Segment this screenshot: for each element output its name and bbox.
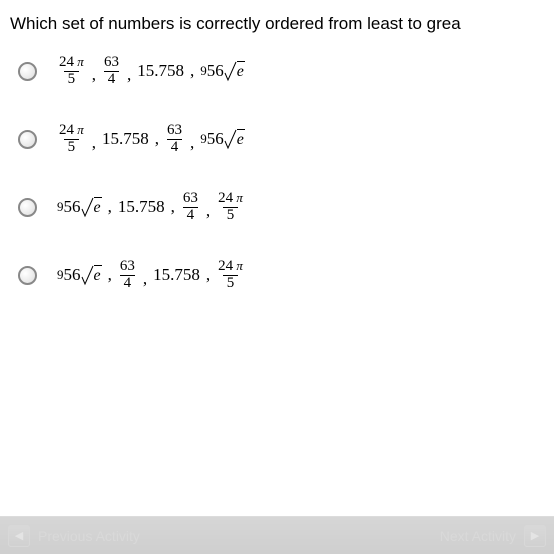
comma: ,	[206, 265, 210, 285]
next-activity-button[interactable]: Next Activity ▶	[440, 525, 546, 547]
option-3-expression: 956 e , 15.758 , 63 4 , 24 π 5	[55, 191, 247, 224]
radio-icon[interactable]	[18, 130, 37, 149]
right-arrow-icon: ▶	[524, 525, 546, 547]
option-4[interactable]: 956 e , 63 4 , 15.758 , 24 π 5	[18, 254, 554, 296]
comma: ,	[190, 133, 194, 155]
fraction-24pi-5: 24 π 5	[57, 123, 86, 156]
fraction-63-4: 63 4	[181, 191, 200, 224]
question-text: Which set of numbers is correctly ordere…	[0, 0, 554, 42]
radio-icon[interactable]	[18, 198, 37, 217]
comma: ,	[92, 133, 96, 155]
option-2-expression: 24 π 5 , 15.758 , 63 4 , 956 e	[55, 123, 247, 156]
left-arrow-icon: ◀	[8, 525, 30, 547]
option-3[interactable]: 956 e , 15.758 , 63 4 , 24 π 5	[18, 186, 554, 228]
footer-nav: ◀ Previous Activity Next Activity ▶	[0, 516, 554, 554]
comma: ,	[92, 65, 96, 87]
decimal-value: 15.758	[153, 265, 200, 285]
option-1[interactable]: 24 π 5 , 63 4 , 15.758 , 956 e	[18, 50, 554, 92]
fraction-24pi-5: 24 π 5	[57, 55, 86, 88]
option-1-expression: 24 π 5 , 63 4 , 15.758 , 956 e	[55, 55, 247, 88]
fraction-24pi-5: 24 π 5	[216, 259, 245, 292]
radio-icon[interactable]	[18, 266, 37, 285]
comma: ,	[206, 201, 210, 223]
options-container: 24 π 5 , 63 4 , 15.758 , 956 e 2	[0, 42, 554, 296]
previous-label: Previous Activity	[38, 528, 140, 544]
radio-icon[interactable]	[18, 62, 37, 81]
previous-activity-button[interactable]: ◀ Previous Activity	[8, 525, 140, 547]
fraction-63-4: 63 4	[165, 123, 184, 156]
fraction-63-4: 63 4	[118, 259, 137, 292]
fraction-63-4: 63 4	[102, 55, 121, 88]
fraction-24pi-5: 24 π 5	[216, 191, 245, 224]
radical-956-e: 956 e	[200, 128, 245, 150]
comma: ,	[127, 65, 131, 87]
option-4-expression: 956 e , 63 4 , 15.758 , 24 π 5	[55, 259, 247, 292]
decimal-value: 15.758	[137, 61, 184, 81]
radical-956-e: 956 e	[57, 264, 102, 286]
radical-956-e: 956 e	[57, 196, 102, 218]
comma: ,	[108, 197, 112, 217]
decimal-value: 15.758	[118, 197, 165, 217]
comma: ,	[143, 269, 147, 291]
next-label: Next Activity	[440, 528, 516, 544]
decimal-value: 15.758	[102, 129, 149, 149]
comma: ,	[171, 197, 175, 217]
option-2[interactable]: 24 π 5 , 15.758 , 63 4 , 956 e	[18, 118, 554, 160]
comma: ,	[155, 129, 159, 149]
radical-956-e: 956 e	[200, 60, 245, 82]
comma: ,	[108, 265, 112, 285]
comma: ,	[190, 61, 194, 81]
